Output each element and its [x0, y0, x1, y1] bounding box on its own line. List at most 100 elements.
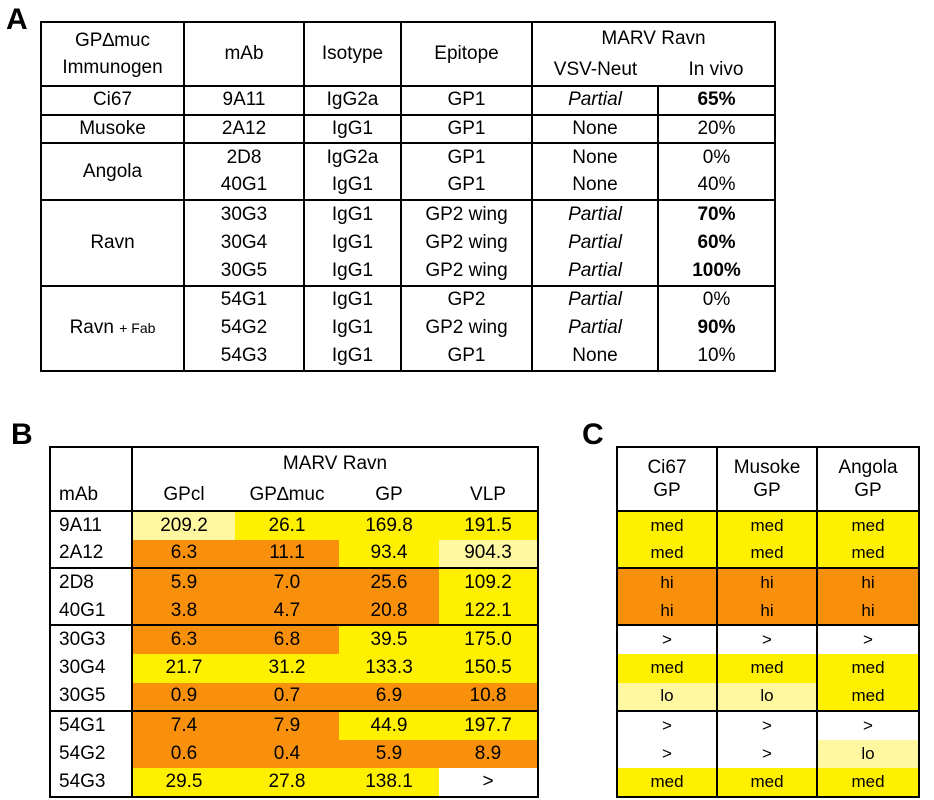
header-gpdmuc: GP∆muc — [249, 483, 325, 505]
affinity-cell: > — [617, 711, 717, 740]
in-vivo-cell: 0% — [657, 143, 775, 172]
value-cell: 150.5 — [439, 653, 538, 683]
isotype-cell: IgG1 — [303, 314, 401, 343]
header-immunogen-line2: Immunogen — [62, 57, 163, 78]
value-cell: 6.3 — [131, 539, 235, 569]
mab-cell: 30G4 — [183, 228, 304, 257]
header-immunogen-line1: GP∆muc — [75, 30, 150, 51]
in-vivo-cell: 70% — [657, 200, 775, 229]
vsv-neut-cell: None — [531, 342, 658, 371]
value-cell: 8.9 — [439, 739, 538, 769]
mab-cell: 30G5 — [183, 257, 304, 286]
immunogen-cell: Angola — [41, 143, 184, 200]
value-cell: 31.2 — [235, 653, 339, 683]
in-vivo-cell: 20% — [657, 114, 775, 143]
value-cell: 175.0 — [439, 625, 538, 654]
immunogen-name: Ci67 — [92, 89, 133, 111]
value-cell: 5.9 — [131, 568, 235, 597]
table-row: 2D8 5.9 7.0 25.6 109.2 — [50, 568, 538, 597]
table-row: lo lo med — [617, 682, 919, 712]
panel-label-c: C — [582, 418, 604, 451]
table-row: 54G2 IgG1 GP2 wing Partial 90% — [41, 314, 775, 343]
affinity-table: Ci67 GP Musoke GP Angola GP med med med med… — [616, 446, 920, 798]
affinity-cell: med — [816, 682, 919, 712]
table-row: 54G3 IgG1 GP1 None 10% — [41, 342, 775, 371]
header-line1: Musoke — [733, 457, 801, 478]
value-cell: 7.9 — [235, 711, 339, 740]
table-row: 2A12 6.3 11.1 93.4 904.3 — [50, 539, 538, 569]
table-row: hi hi hi — [617, 596, 919, 626]
table-row: > > > — [617, 625, 919, 654]
affinity-cell: lo — [816, 739, 919, 769]
affinity-cell: lo — [617, 682, 717, 712]
header-musoke-gp: Musoke GP — [716, 447, 817, 511]
immunogen-name: Angola — [82, 160, 143, 182]
in-vivo-cell: 60% — [657, 228, 775, 257]
affinity-cell: > — [617, 739, 717, 769]
isotype-cell: IgG1 — [303, 228, 401, 257]
mab-cell: 54G2 — [183, 314, 304, 343]
value-cell: 0.4 — [235, 739, 339, 769]
value-cell: 197.7 — [439, 711, 538, 740]
table-row: 9A11 209.2 26.1 169.8 191.5 — [50, 511, 538, 540]
mab-cell: 54G2 — [59, 743, 106, 765]
epitope-cell: GP2 wing — [400, 200, 532, 229]
mab-cell: 40G1 — [183, 171, 304, 200]
value-cell: 6.9 — [339, 682, 439, 712]
value-cell: 6.8 — [235, 625, 339, 654]
header-ci67-gp: Ci67 GP — [617, 447, 717, 511]
header-vlp: VLP — [470, 483, 506, 505]
affinity-cell: hi — [617, 596, 717, 626]
value-cell: 122.1 — [439, 596, 538, 626]
value-cell: > — [439, 768, 538, 797]
table-row: 30G5 0.9 0.7 6.9 10.8 — [50, 682, 538, 712]
header-epitope: Epitope — [400, 22, 532, 86]
header-mab: mAb — [183, 22, 304, 86]
epitope-cell: GP1 — [400, 143, 532, 172]
table-row: Ci67 9A11 IgG2a GP1 Partial 65% — [41, 86, 775, 115]
affinity-cell: hi — [816, 568, 919, 597]
vsv-neut-cell: None — [531, 114, 658, 143]
value-cell: 191.5 — [439, 511, 538, 540]
mab-cell: 54G3 — [59, 771, 106, 793]
header-gp: GP — [375, 483, 403, 505]
value-cell: 5.9 — [339, 739, 439, 769]
mab-cell: 2D8 — [59, 571, 94, 593]
mab-cell: 30G4 — [59, 657, 106, 679]
vsv-neut-cell: Partial — [531, 228, 658, 257]
affinity-cell: hi — [716, 568, 817, 597]
affinity-cell: med — [716, 653, 817, 683]
isotype-cell: IgG1 — [303, 200, 401, 229]
value-cell: 29.5 — [131, 768, 235, 797]
value-cell: 10.8 — [439, 682, 538, 712]
header-gpcl: GPcl — [131, 479, 235, 511]
vsv-neut-cell: Partial — [531, 285, 658, 314]
table-row: Ravn 30G3 IgG1 GP2 wing Partial 70% — [41, 200, 775, 253]
mab-cell: 30G3 — [59, 629, 106, 651]
value-cell: 93.4 — [339, 539, 439, 569]
value-cell: 209.2 — [131, 511, 235, 540]
table-row: hi hi hi — [617, 568, 919, 597]
affinity-cell: med — [716, 539, 817, 569]
header-immunogen: GP∆muc Immunogen — [41, 22, 184, 86]
in-vivo-cell: 90% — [657, 314, 775, 343]
immunogen-name: Ravn — [69, 317, 114, 339]
isotype-cell: IgG2a — [303, 86, 401, 115]
table-row: 30G3 6.3 6.8 39.5 175.0 — [50, 625, 538, 654]
value-cell: 138.1 — [339, 768, 439, 797]
header-marv-ravn: MARV Ravn — [131, 447, 538, 479]
panel-label-b: B — [11, 418, 33, 451]
isotype-cell: IgG1 — [303, 114, 401, 143]
vsv-neut-cell: Partial — [531, 200, 658, 229]
mab-cell: 2A12 — [59, 542, 104, 564]
in-vivo-cell: 0% — [657, 285, 775, 314]
epitope-cell: GP1 — [400, 114, 532, 143]
value-cell: 0.9 — [131, 682, 235, 712]
in-vivo-cell: 10% — [657, 342, 775, 371]
table-row: med med med — [617, 768, 919, 797]
value-cell: 39.5 — [339, 625, 439, 654]
mab-cell: 40G1 — [59, 599, 106, 621]
affinity-cell: med — [816, 653, 919, 683]
isotype-cell: IgG1 — [303, 342, 401, 371]
value-cell: 0.7 — [235, 682, 339, 712]
